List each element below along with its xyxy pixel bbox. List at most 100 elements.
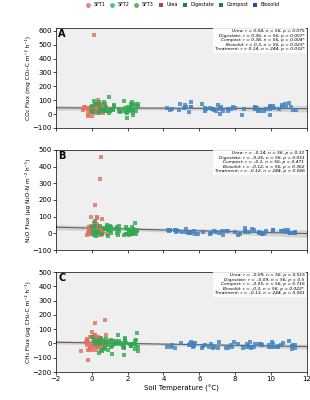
Point <box>88 104 93 110</box>
Point <box>259 342 264 348</box>
Point <box>217 339 222 345</box>
Point <box>219 103 224 110</box>
Point <box>92 342 97 348</box>
Y-axis label: CH₄ Flux (μg CH₄-C m⁻² h⁻¹): CH₄ Flux (μg CH₄-C m⁻² h⁻¹) <box>25 281 31 363</box>
Point <box>102 338 107 345</box>
Point <box>100 341 104 347</box>
Point <box>98 226 103 233</box>
Point <box>98 232 103 238</box>
Point <box>108 106 113 112</box>
Point <box>104 332 109 338</box>
Point <box>200 101 205 107</box>
Point <box>224 228 229 234</box>
Point <box>91 339 95 345</box>
Point <box>172 345 177 351</box>
Point <box>266 341 271 348</box>
Point <box>294 107 299 114</box>
Point <box>98 339 103 345</box>
Point <box>188 340 193 347</box>
Point <box>94 346 99 353</box>
Point <box>105 347 110 354</box>
Point <box>135 103 140 109</box>
Point <box>106 226 111 232</box>
Point <box>133 220 138 226</box>
Point <box>99 225 104 232</box>
Point <box>252 341 257 348</box>
Point <box>101 108 106 114</box>
Point <box>92 337 97 343</box>
Point <box>89 226 94 233</box>
Point <box>190 342 195 348</box>
Point <box>115 224 120 231</box>
Point <box>291 230 296 236</box>
Point <box>95 105 100 111</box>
Point <box>95 334 100 340</box>
Point <box>107 338 112 344</box>
Point <box>286 228 291 235</box>
Point <box>90 329 95 336</box>
Point <box>118 340 123 346</box>
Point <box>253 104 258 111</box>
Point <box>95 230 100 237</box>
Point <box>134 108 139 114</box>
Point <box>98 176 103 183</box>
Point <box>90 340 95 346</box>
Point <box>90 334 95 340</box>
Point <box>97 339 102 346</box>
Point <box>104 339 109 346</box>
Point <box>104 226 109 233</box>
Point <box>221 108 226 114</box>
Point <box>263 230 268 236</box>
Point <box>214 108 219 114</box>
Point <box>86 110 91 117</box>
Text: B: B <box>58 151 66 161</box>
Point <box>130 223 135 230</box>
Point <box>113 341 117 348</box>
Point <box>192 230 197 237</box>
Point <box>290 107 295 114</box>
Point <box>93 221 98 227</box>
Point <box>91 228 96 235</box>
Point <box>103 344 108 350</box>
Point <box>90 106 95 112</box>
Point <box>246 229 251 236</box>
Point <box>122 98 126 104</box>
Point <box>100 344 105 351</box>
Point <box>85 338 90 345</box>
Point <box>245 344 250 350</box>
Point <box>241 345 246 352</box>
Y-axis label: N₂O Flux (μg N₂O-N m⁻² h⁻¹): N₂O Flux (μg N₂O-N m⁻² h⁻¹) <box>25 158 31 242</box>
Point <box>95 344 100 350</box>
Point <box>82 104 87 110</box>
Point <box>102 225 107 232</box>
Point <box>112 226 117 233</box>
Point <box>108 107 113 114</box>
Point <box>189 103 194 110</box>
Point <box>90 108 95 114</box>
Point <box>95 337 100 344</box>
Point <box>286 338 291 344</box>
Point <box>93 320 98 326</box>
Point <box>91 229 95 236</box>
Point <box>99 106 104 112</box>
Point <box>292 342 297 349</box>
Point <box>87 106 92 112</box>
Point <box>122 345 126 352</box>
Point <box>100 229 105 235</box>
Point <box>106 233 111 239</box>
Point <box>268 105 272 112</box>
Point <box>93 103 98 110</box>
Point <box>125 104 130 111</box>
Point <box>255 105 259 112</box>
Point <box>260 230 265 237</box>
Point <box>106 94 111 100</box>
Point <box>98 103 103 110</box>
Point <box>117 106 122 113</box>
Point <box>114 338 119 344</box>
Point <box>100 230 104 236</box>
Point <box>292 229 297 236</box>
Point <box>91 230 95 237</box>
Point <box>104 222 109 228</box>
Point <box>203 108 208 114</box>
Point <box>103 344 108 350</box>
